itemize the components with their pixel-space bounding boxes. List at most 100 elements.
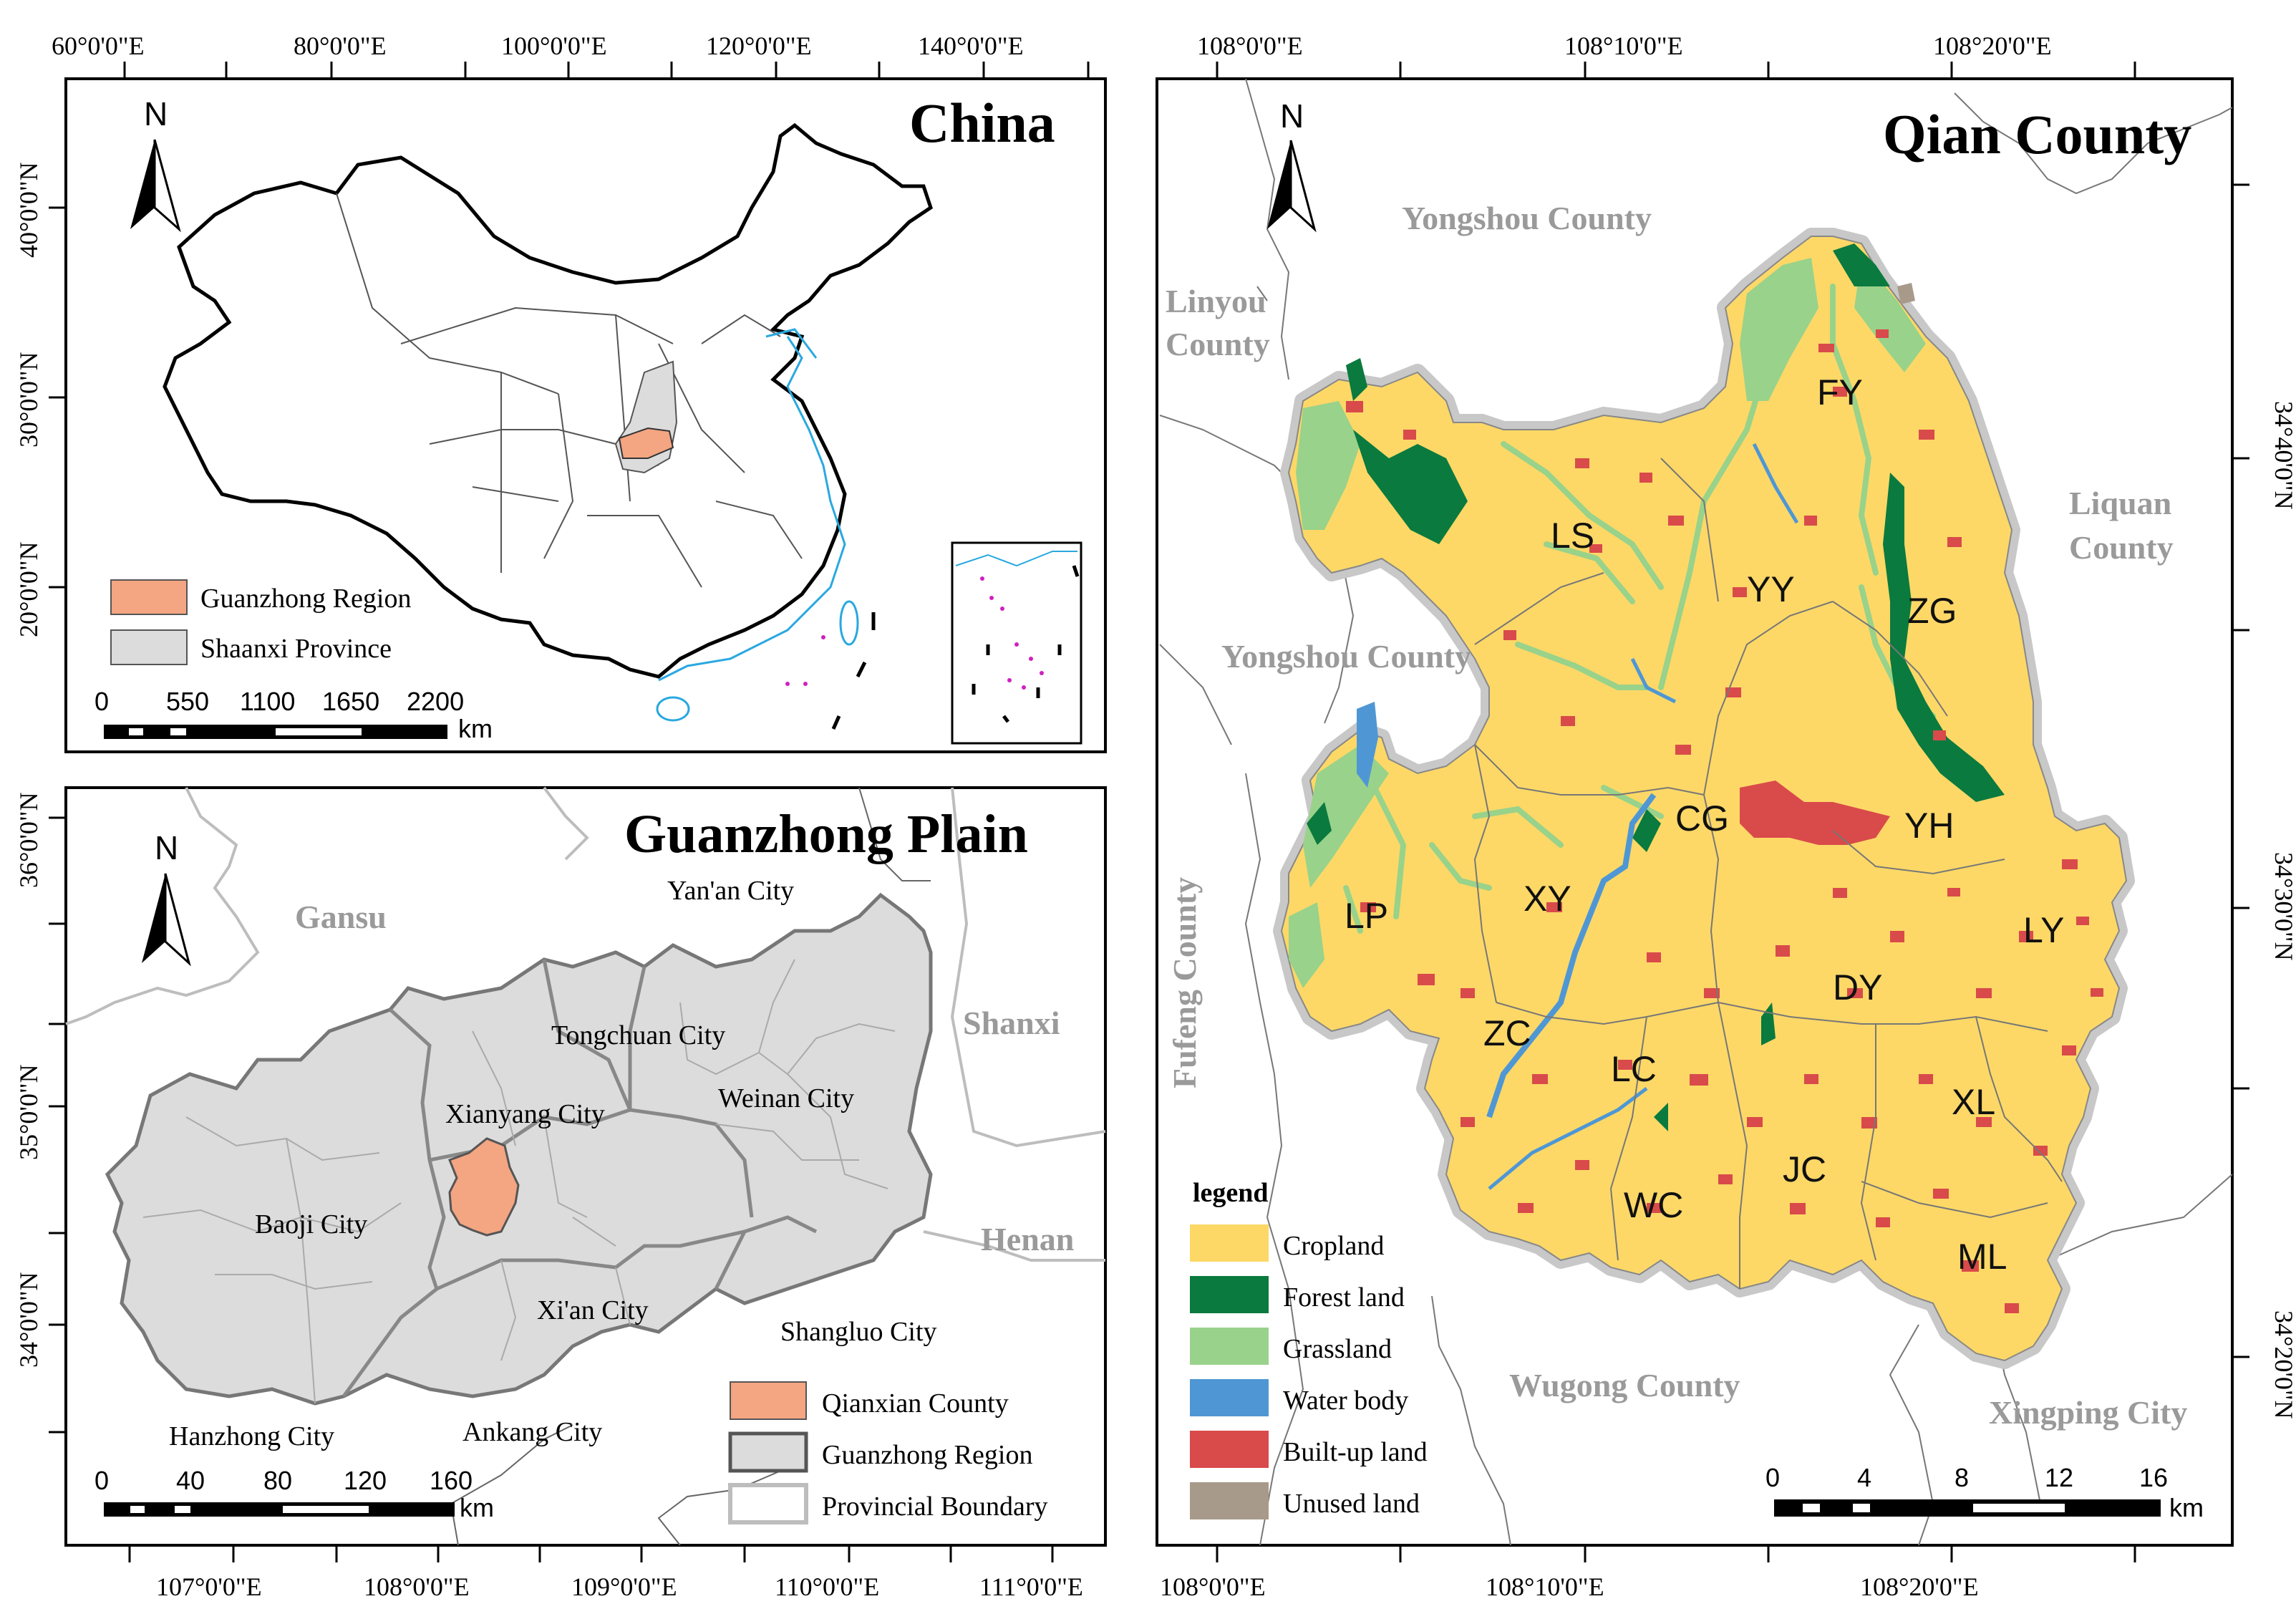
town-fy: FY bbox=[1817, 372, 1863, 412]
qian-right-tick-2: 34°20'0"N bbox=[2270, 1310, 2296, 1419]
legend-label-guanzhong: Guanzhong Region bbox=[200, 584, 411, 614]
china-left-tick-2: 20°0'0"N bbox=[14, 541, 43, 637]
town-zg: ZG bbox=[1907, 591, 1957, 631]
label-ankang-city: Ankang City bbox=[462, 1417, 602, 1447]
label-yongshou-county-mid: Yongshou County bbox=[1221, 638, 1471, 675]
china-left-tick-0: 40°0'0"N bbox=[14, 162, 43, 258]
china-scale-unit: km bbox=[458, 714, 493, 743]
legend-label-cropland: Cropland bbox=[1283, 1231, 1384, 1261]
guanzhong-bottom-tick-0: 107°0'0"E bbox=[156, 1572, 262, 1601]
inset-dash-lines bbox=[972, 565, 1080, 723]
guanzhong-scale-0: 0 bbox=[95, 1466, 109, 1495]
town-ls: LS bbox=[1551, 516, 1594, 556]
taiwan-island bbox=[839, 600, 859, 646]
china-top-tick-0: 60°0'0"E bbox=[52, 32, 145, 60]
town-wc: WC bbox=[1624, 1185, 1683, 1225]
qian-built-up bbox=[1346, 329, 2103, 1313]
guanzhong-scale-unit: km bbox=[460, 1493, 494, 1522]
label-weinan-city: Weinan City bbox=[718, 1083, 854, 1113]
qian-bottom-tick-marks bbox=[1216, 1545, 2136, 1562]
qian-top-tick-1: 108°10'0"E bbox=[1564, 32, 1683, 60]
guanzhong-scale-4: 160 bbox=[430, 1466, 473, 1495]
qian-unused-land bbox=[1897, 283, 1915, 304]
label-gansu: Gansu bbox=[295, 899, 387, 935]
label-xian-city: Xi'an City bbox=[537, 1295, 649, 1325]
town-jc: JC bbox=[1783, 1149, 1826, 1189]
inset-islands bbox=[980, 576, 1044, 690]
town-cg: CG bbox=[1675, 798, 1729, 839]
qian-scale-unit: km bbox=[2169, 1493, 2204, 1522]
legend-swatch-forest bbox=[1190, 1276, 1269, 1313]
qian-right-tick-marks bbox=[2232, 183, 2249, 1358]
label-liquan-2: County bbox=[2069, 529, 2174, 566]
china-scale-1: 550 bbox=[166, 687, 209, 716]
label-shangluo-city: Shangluo City bbox=[780, 1317, 937, 1347]
guanzhong-outer-cities bbox=[450, 787, 931, 1546]
legend-swatch-cropland bbox=[1190, 1224, 1269, 1262]
guanzhong-left-tick-1: 35°0'0"N bbox=[14, 1064, 43, 1160]
china-scale-3: 1650 bbox=[322, 687, 379, 716]
qian-panel: 108°0'0"E 108°10'0"E 108°20'0"E 108°0'0"… bbox=[1156, 32, 2296, 1601]
qian-scale-bar bbox=[1774, 1499, 2161, 1517]
china-top-tick-3: 120°0'0"E bbox=[706, 32, 812, 60]
label-liquan-1: Liquan bbox=[2069, 485, 2171, 521]
label-henan: Henan bbox=[981, 1221, 1074, 1257]
legend-swatch-guanzhong-region bbox=[728, 1431, 808, 1473]
qian-scale-1: 4 bbox=[1857, 1463, 1871, 1492]
guanzhong-scale-bar bbox=[104, 1502, 455, 1517]
label-hanzhong-city: Hanzhong City bbox=[169, 1421, 334, 1451]
china-top-tick-2: 100°0'0"E bbox=[501, 32, 607, 60]
legend-swatch-unused bbox=[1190, 1482, 1269, 1519]
legend-swatch-shaanxi bbox=[110, 629, 188, 665]
guanzhong-bottom-tick-2: 109°0'0"E bbox=[571, 1572, 677, 1601]
china-outline bbox=[163, 122, 933, 679]
legend-swatch-built-up bbox=[1190, 1431, 1269, 1468]
guanzhong-panel: 36°0'0"N 35°0'0"N 34°0'0"N 107°0'0"E 108… bbox=[14, 786, 1107, 1601]
qian-right-tick-0: 34°40'0"N bbox=[2270, 401, 2296, 510]
town-yy: YY bbox=[1747, 569, 1795, 609]
guanzhong-title: Guanzhong Plain bbox=[624, 804, 1028, 864]
qian-township-boundaries bbox=[1473, 458, 2063, 1289]
town-dy: DY bbox=[1833, 967, 1882, 1007]
label-linyou-1: Linyou bbox=[1166, 283, 1266, 319]
legend-title: legend bbox=[1193, 1178, 1269, 1208]
qian-scale-0: 0 bbox=[1765, 1463, 1780, 1492]
north-arrow-icon: N bbox=[142, 829, 191, 967]
guanzhong-north-label: N bbox=[155, 829, 178, 866]
china-islands bbox=[785, 635, 825, 686]
legend-swatch-provincial-boundary bbox=[728, 1483, 808, 1524]
china-panel: 60°0'0"E 80°0'0"E 100°0'0"E 120°0'0"E 14… bbox=[14, 32, 1107, 753]
qian-title: Qian County bbox=[1883, 103, 2191, 165]
legend-label-grassland: Grassland bbox=[1283, 1334, 1392, 1364]
qian-green-streams bbox=[1343, 284, 1936, 934]
china-title: China bbox=[909, 92, 1055, 154]
legend-swatch-grassland bbox=[1190, 1328, 1269, 1365]
guanzhong-city-boundaries bbox=[342, 959, 818, 1398]
legend-label-water: Water body bbox=[1283, 1386, 1408, 1416]
qian-top-tick-2: 108°20'0"E bbox=[1933, 32, 2052, 60]
town-lc: LC bbox=[1611, 1049, 1657, 1089]
town-xl: XL bbox=[1952, 1082, 1995, 1122]
hainan-island bbox=[656, 696, 690, 722]
guanzhong-scale-1: 40 bbox=[176, 1466, 205, 1495]
town-zc: ZC bbox=[1483, 1013, 1531, 1053]
guanzhong-scale-3: 120 bbox=[344, 1466, 387, 1495]
legend-swatch-water bbox=[1190, 1379, 1269, 1416]
town-yh: YH bbox=[1904, 806, 1954, 846]
guanzhong-bottom-tick-1: 108°0'0"E bbox=[364, 1572, 470, 1601]
qian-top-tick-0: 108°0'0"E bbox=[1197, 32, 1303, 60]
china-top-tick-4: 140°0'0"E bbox=[918, 32, 1024, 60]
qian-bottom-tick-1: 108°10'0"E bbox=[1486, 1572, 1604, 1601]
qian-bottom-tick-0: 108°0'0"E bbox=[1160, 1572, 1266, 1601]
legend-swatch-qianxian bbox=[730, 1381, 807, 1420]
qian-scale-3: 12 bbox=[2045, 1463, 2073, 1492]
label-xingping-city: Xingping City bbox=[1989, 1394, 2187, 1431]
legend-label-guanzhong-region: Guanzhong Region bbox=[822, 1440, 1032, 1470]
qian-top-tick-marks bbox=[1216, 62, 2136, 79]
guanzhong-region bbox=[618, 427, 674, 459]
china-scale-0: 0 bbox=[95, 687, 109, 716]
qian-bottom-tick-2: 108°20'0"E bbox=[1860, 1572, 1979, 1601]
legend-label-qianxian: Qianxian County bbox=[822, 1388, 1009, 1419]
qianxian-county bbox=[448, 1137, 520, 1237]
china-top-tick-1: 80°0'0"E bbox=[294, 32, 387, 60]
